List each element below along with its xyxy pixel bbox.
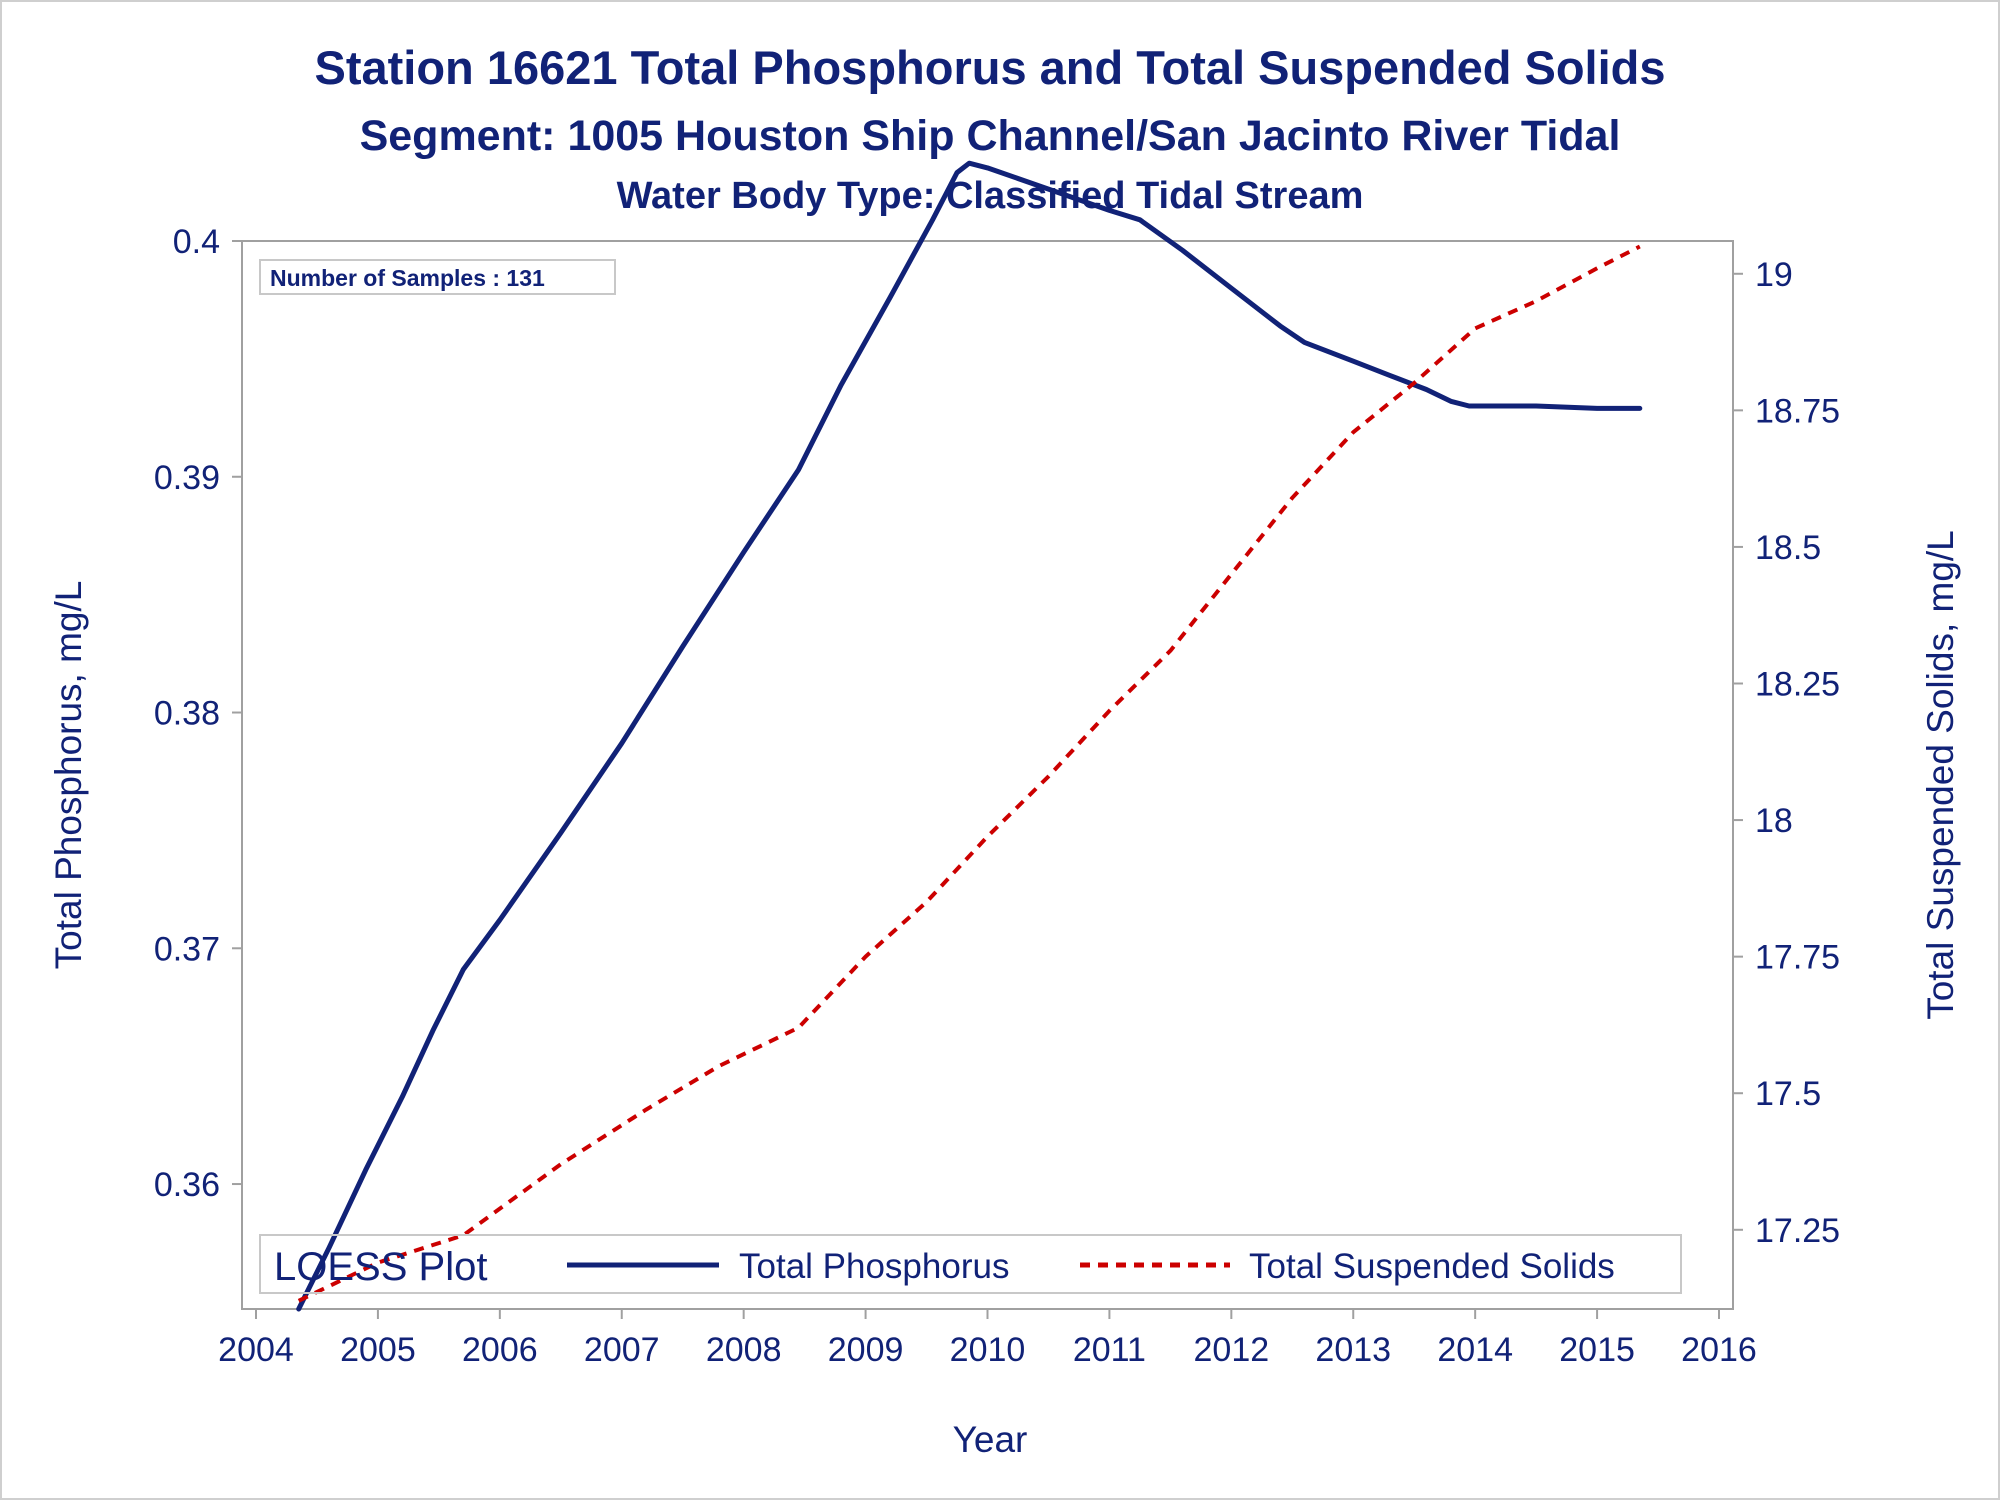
y2-tick-label: 17.25 <box>1755 1212 1840 1250</box>
chart-subtitle-water-body: Water Body Type: Classified Tidal Stream <box>617 175 1364 217</box>
y2-tick-label: 18.25 <box>1755 665 1840 703</box>
x-tick-label: 2016 <box>1681 1331 1757 1369</box>
y-axis-right: 17.25 17.5 17.75 18 18.25 18.5 18.75 19 <box>1733 256 1840 1250</box>
chart-title: Station 16621 Total Phosphorus and Total… <box>315 41 1666 94</box>
y-axis-right-title: Total Suspended Solids, mg/L <box>1920 530 1961 1020</box>
series-line-total-suspended-solids <box>297 244 1641 1303</box>
sample-count-label: Number of Samples : 131 <box>270 265 545 291</box>
plot-area-frame <box>241 240 1734 1310</box>
series-layer <box>296 160 1643 1312</box>
x-axis-title: Year <box>953 1419 1028 1460</box>
x-tick-label: 2009 <box>828 1331 904 1369</box>
x-tick-label: 2014 <box>1437 1331 1513 1369</box>
legend: LOESS Plot Total Phosphorus Total Suspen… <box>259 1234 1682 1294</box>
x-tick-label: 2008 <box>706 1331 782 1369</box>
y-axis-left-title: Total Phosphorus, mg/L <box>48 581 89 970</box>
x-tick-label: 2006 <box>462 1331 538 1369</box>
sample-count-box <box>259 259 616 295</box>
y-tick-label: 0.37 <box>154 930 220 968</box>
y2-tick-label: 17.5 <box>1755 1075 1821 1113</box>
x-tick-label: 2012 <box>1194 1331 1270 1369</box>
y2-tick-label: 18.75 <box>1755 392 1840 430</box>
x-tick-label: 2013 <box>1315 1331 1391 1369</box>
y-axis-left: 0.36 0.37 0.38 0.39 0.4 <box>154 223 242 1204</box>
legend-box <box>259 1234 1682 1294</box>
x-tick-label: 2005 <box>340 1331 416 1369</box>
x-tick-label: 2011 <box>1073 1331 1146 1369</box>
x-tick-label: 2004 <box>218 1331 294 1369</box>
y-tick-label: 0.4 <box>173 223 220 261</box>
y2-tick-label: 18.5 <box>1755 529 1821 567</box>
chart-subtitle: Segment: 1005 Houston Ship Channel/San J… <box>360 112 1621 160</box>
legend-title: LOESS Plot <box>274 1245 487 1289</box>
legend-label-tss: Total Suspended Solids <box>1249 1247 1615 1286</box>
x-axis: 2004 2005 2006 2007 2008 2009 2010 2011 2012 2013… <box>218 1309 1757 1369</box>
x-tick-label: 2007 <box>584 1331 660 1369</box>
y-tick-label: 0.39 <box>154 459 220 497</box>
y2-tick-label: 19 <box>1755 256 1793 294</box>
x-tick-label: 2010 <box>950 1331 1026 1369</box>
series-line-total-phosphorus <box>296 160 1643 1312</box>
legend-label-phosphorus: Total Phosphorus <box>739 1247 1009 1286</box>
y-tick-label: 0.36 <box>154 1166 220 1204</box>
y2-tick-label: 18 <box>1755 802 1793 840</box>
y-tick-label: 0.38 <box>154 695 220 733</box>
y2-tick-label: 17.75 <box>1755 939 1840 977</box>
sample-count-inset: Number of Samples : 131 <box>259 259 616 295</box>
x-tick-label: 2015 <box>1559 1331 1635 1369</box>
